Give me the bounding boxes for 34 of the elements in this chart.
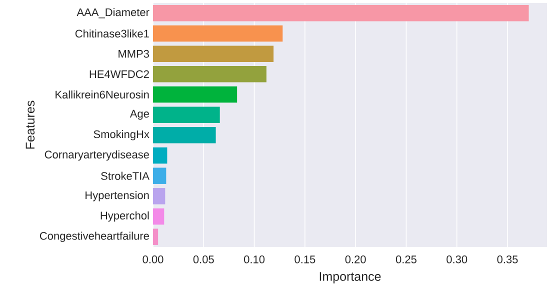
x-axis-title: Importance xyxy=(320,272,381,284)
bar xyxy=(153,86,238,103)
bar xyxy=(153,168,166,184)
y-tick-label: Chitinase3like1 xyxy=(75,29,149,38)
x-tick-label: 0.30 xyxy=(446,256,468,264)
bar xyxy=(153,5,529,22)
x-tick-label: 0.05 xyxy=(193,256,214,264)
bar xyxy=(153,188,166,204)
bar xyxy=(153,25,283,42)
bar xyxy=(153,106,220,123)
y-tick-label: MMP3 xyxy=(118,50,150,58)
bar xyxy=(153,208,164,225)
bar xyxy=(153,228,158,245)
y-tick-label: Hyperchol xyxy=(100,211,149,222)
x-tick-label: 0.25 xyxy=(396,256,416,264)
y-tick-label: Cornaryarterydisease xyxy=(44,150,149,161)
bar xyxy=(153,127,216,144)
y-tick-label: StrokeTIA xyxy=(101,172,150,180)
y-tick-label: HE4WFDC2 xyxy=(90,70,149,78)
y-tick-label: SmokingHx xyxy=(94,130,150,140)
x-tick-label: 0.10 xyxy=(244,256,265,264)
y-tick-label: Hypertension xyxy=(86,191,149,202)
y-tick-label: AAA_Diameter xyxy=(76,8,150,18)
x-tick-label: 0.35 xyxy=(497,256,518,264)
y-axis-title: Features xyxy=(26,100,35,149)
y-tick-label: Congestiveheartfailure xyxy=(40,232,149,242)
x-tick-label: 0.20 xyxy=(345,256,366,264)
bar xyxy=(153,46,274,62)
bar xyxy=(153,147,168,164)
bar xyxy=(153,66,266,82)
x-tick-label: 0.00 xyxy=(142,256,164,264)
y-tick-label: Age xyxy=(130,110,149,120)
x-tick-label: 0.15 xyxy=(294,256,316,264)
y-tick-label: Kallikrein6Neurosin xyxy=(56,90,149,99)
